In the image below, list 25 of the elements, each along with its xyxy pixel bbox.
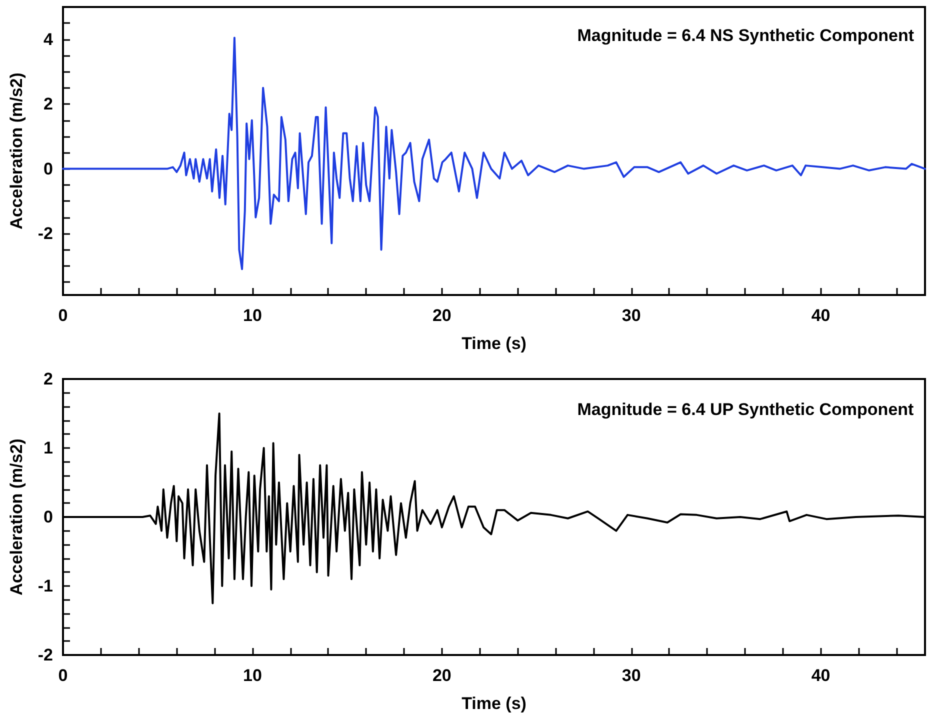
y-tick-label: 4	[44, 30, 54, 49]
x-tick-label: 30	[622, 306, 641, 325]
x-tick-label: 0	[58, 666, 68, 685]
text: Magnitude = 6.4 NS Synthetic Component	[577, 26, 914, 45]
x-tick-label: 20	[432, 666, 452, 685]
y-axis-title: Acceleration (m/s2)	[7, 72, 26, 230]
x-tick-label: 10	[242, 306, 262, 325]
x-tick-label: 40	[811, 666, 830, 685]
y-tick-label: 2	[44, 94, 53, 114]
x-tick-label: 0	[58, 306, 68, 325]
x-tick-label: 10	[242, 666, 262, 685]
y-tick-label: -2	[38, 224, 53, 244]
y-tick-label: 0	[44, 508, 53, 526]
y-tick-label: 2	[44, 370, 53, 388]
x-axis-title: Time (s)	[462, 334, 526, 353]
y-tick-label: -2	[38, 646, 53, 664]
y-tick-label: -1	[38, 576, 53, 596]
x-tick-label: 40	[811, 306, 830, 325]
y-axis-title: Acceleration (m/s2)	[7, 438, 26, 596]
y-tick-label: 1	[44, 438, 53, 458]
x-tick-label: 20	[432, 306, 452, 325]
x-tick-label: 30	[622, 666, 641, 685]
text: Magnitude = 6.4 UP Synthetic Component	[577, 400, 914, 419]
y-tick-label: 0	[44, 159, 53, 178]
x-axis-title: Time (s)	[462, 694, 526, 713]
